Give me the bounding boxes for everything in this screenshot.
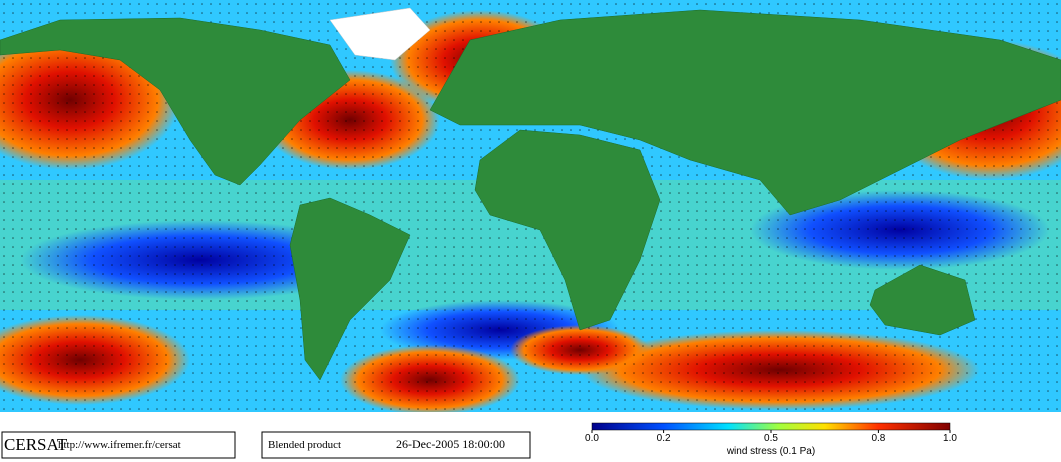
land — [0, 7, 1061, 430]
colorbar-ticks: 0.0 0.2 0.5 0.8 1.0 — [585, 430, 957, 444]
product-box — [261, 431, 531, 459]
colorbar-tick-label: 0.0 — [585, 433, 599, 444]
logo-box — [1, 431, 236, 459]
product: Blended product — [268, 439, 341, 451]
colorbar-tick-label: 1.0 — [943, 433, 957, 444]
datetime: 26-Dec-2005 18:00:00 — [396, 437, 505, 451]
logo: CERSAT — [4, 435, 68, 454]
colorbar-tick-label: 0.8 — [871, 433, 885, 444]
colorbar-label: wind stress (0.1 Pa) — [726, 446, 815, 457]
url: http://www.ifremer.fr/cersat — [58, 439, 181, 451]
colorbar — [591, 422, 951, 431]
colorbar-tick-label: 0.2 — [657, 433, 671, 444]
colorbar-tick-label: 0.5 — [764, 433, 778, 444]
